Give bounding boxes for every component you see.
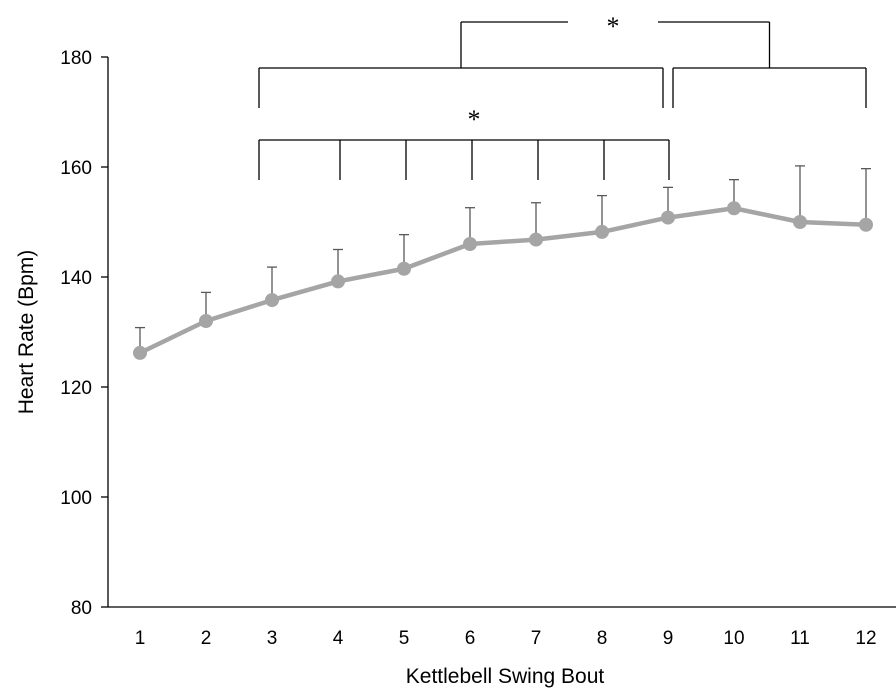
significance-star: *	[607, 12, 620, 41]
x-tick-label: 8	[597, 628, 608, 649]
x-tick-label: 4	[333, 628, 344, 649]
y-tick-label: 180	[60, 48, 92, 69]
x-tick-label: 5	[399, 628, 410, 649]
y-axis-title: Heart Rate (Bpm)	[15, 250, 38, 415]
x-tick-label: 1	[135, 628, 146, 649]
data-point	[463, 237, 477, 251]
data-point	[133, 345, 147, 360]
y-tick-label: 160	[60, 158, 92, 179]
y-ticks: 80 100 120 140 160 180	[60, 48, 108, 619]
data-point	[331, 274, 345, 289]
error-bars	[135, 165, 871, 353]
x-tick-label: 2	[201, 628, 212, 649]
x-tick-label: 11	[790, 628, 810, 649]
series-polyline	[139, 206, 867, 355]
data-point	[529, 232, 543, 247]
x-axis-title: Kettlebell Swing Bout	[406, 665, 605, 688]
y-tick-label: 100	[60, 488, 92, 509]
y-tick-label: 140	[60, 268, 92, 289]
significance-brackets: **	[258, 12, 867, 180]
x-tick-label: 12	[855, 628, 876, 649]
series-line	[133, 201, 873, 360]
x-tick-label: 10	[723, 628, 744, 649]
x-tick-label: 6	[465, 628, 476, 649]
data-point	[265, 293, 279, 308]
y-tick-label: 80	[71, 598, 92, 619]
x-tick-label: 9	[663, 628, 674, 649]
x-tick-label: 3	[267, 628, 278, 649]
data-point	[397, 261, 411, 276]
data-point	[661, 210, 675, 225]
y-tick-label: 120	[60, 378, 92, 399]
data-point	[727, 201, 741, 216]
significance-star: *	[468, 105, 481, 134]
axes	[107, 57, 896, 608]
x-tick-label: 7	[531, 628, 542, 649]
data-point	[793, 215, 807, 229]
x-tick-labels: 1 2 3 4 5 6 7 8 9 10 11 12	[135, 628, 877, 649]
data-point	[859, 217, 873, 232]
data-point	[199, 314, 213, 328]
data-point	[595, 224, 609, 239]
